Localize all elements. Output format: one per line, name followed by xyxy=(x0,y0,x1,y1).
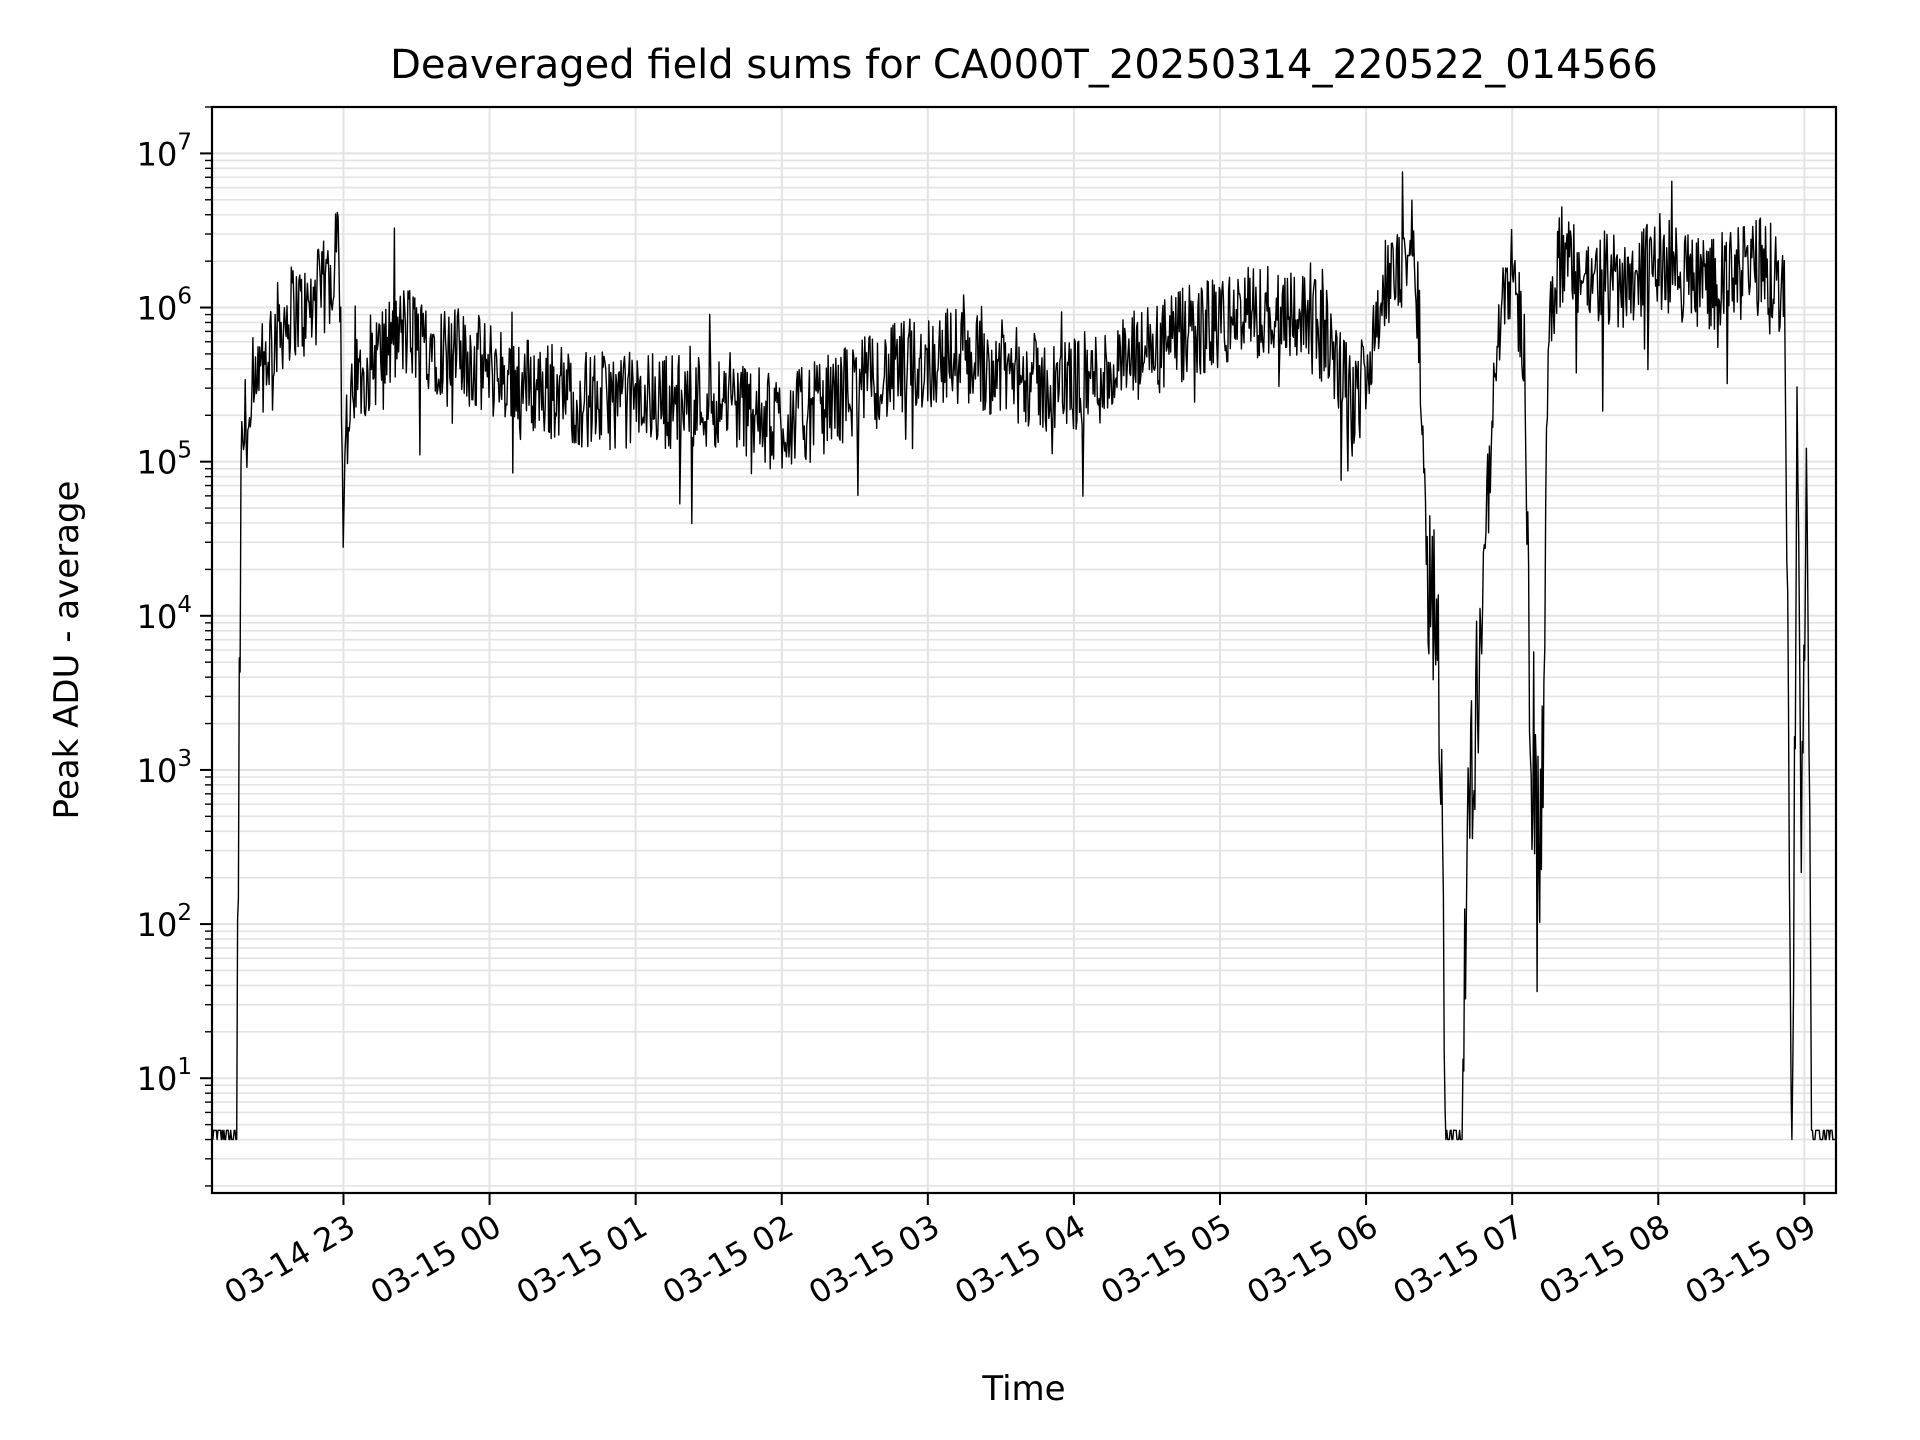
y-tick-label: 104 xyxy=(137,592,192,636)
y-tick-label: 103 xyxy=(137,746,192,790)
y-axis: 101 102 103 104 105 106 107 xyxy=(137,106,212,1187)
grid xyxy=(212,106,1836,1193)
y-tick-label: 102 xyxy=(137,900,192,944)
y-axis-label: Peak ADU - average xyxy=(47,481,87,820)
y-tick-label: 105 xyxy=(137,438,192,482)
series-line xyxy=(211,171,1836,1141)
x-axis-label: Time xyxy=(981,1369,1065,1409)
plot-area xyxy=(211,171,1836,1141)
y-tick-label: 106 xyxy=(137,284,192,328)
chart-title: Deaveraged field sums for CA000T_2025031… xyxy=(390,42,1658,88)
y-tick-label: 101 xyxy=(137,1054,192,1098)
y-tick-label: 107 xyxy=(137,129,192,173)
